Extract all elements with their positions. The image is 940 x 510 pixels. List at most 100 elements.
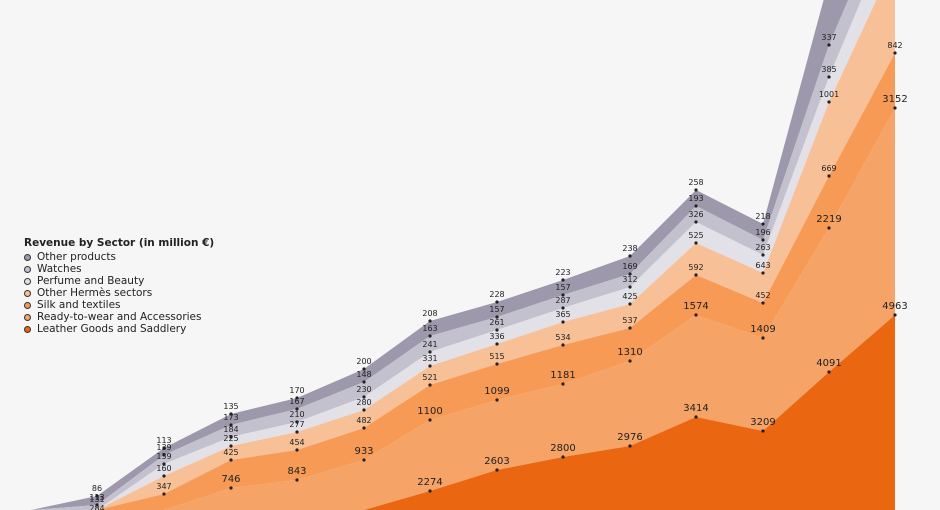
- legend-item: Other Hermès sectors: [24, 287, 214, 299]
- data-point: [628, 359, 632, 363]
- data-label: 284: [89, 504, 104, 510]
- data-point: [761, 336, 765, 340]
- data-label: 3152: [882, 94, 907, 105]
- data-point: [295, 407, 299, 411]
- data-point: [495, 468, 499, 472]
- data-point: [229, 423, 233, 427]
- data-label: 4963: [882, 301, 907, 312]
- data-label: 1181: [550, 370, 575, 381]
- areas: [31, 0, 895, 510]
- data-point: [362, 367, 366, 371]
- data-point: [761, 271, 765, 275]
- data-label: 4091: [816, 358, 841, 369]
- data-label: 2219: [816, 214, 841, 225]
- data-label: 261: [489, 318, 504, 327]
- data-point: [162, 446, 166, 450]
- data-label: 933: [354, 446, 373, 457]
- data-point: [95, 494, 99, 498]
- data-label: 3209: [750, 417, 775, 428]
- data-point: [827, 370, 831, 374]
- data-point: [495, 300, 499, 304]
- data-label: 157: [555, 283, 570, 292]
- data-point: [628, 326, 632, 330]
- data-point: [295, 396, 299, 400]
- data-point: [761, 429, 765, 433]
- data-point: [295, 430, 299, 434]
- data-label: 534: [555, 333, 570, 342]
- data-point: [362, 395, 366, 399]
- legend: Revenue by Sector (in million €) Other p…: [24, 237, 214, 335]
- legend-item: Perfume and Beauty: [24, 275, 214, 287]
- data-label: 200: [356, 357, 371, 366]
- legend-item: Ready-to-wear and Accessories: [24, 311, 214, 323]
- data-label: 287: [555, 296, 570, 305]
- data-point: [694, 188, 698, 192]
- data-point: [694, 415, 698, 419]
- legend-swatch: [24, 301, 31, 309]
- data-label: 331: [422, 354, 437, 363]
- data-point: [561, 382, 565, 386]
- data-label: 208: [422, 309, 437, 318]
- data-label: 263: [755, 243, 770, 252]
- legend-label: Other products: [37, 251, 117, 263]
- data-point: [561, 320, 565, 324]
- data-label: 843: [287, 466, 306, 477]
- data-point: [162, 453, 166, 457]
- data-label: 86: [92, 484, 102, 493]
- data-label: 196: [755, 228, 770, 237]
- data-point: [162, 474, 166, 478]
- data-label: 135: [223, 402, 238, 411]
- legend-label: Other Hermès sectors: [37, 287, 153, 299]
- data-label: 169: [622, 262, 637, 271]
- data-point: [628, 254, 632, 258]
- area-0: [31, 315, 895, 510]
- legend-swatch: [24, 253, 31, 261]
- data-label: 218: [755, 212, 770, 221]
- data-point: [229, 486, 233, 490]
- data-label: 280: [356, 398, 371, 407]
- data-point: [827, 43, 831, 47]
- data-label: 241: [422, 340, 437, 349]
- data-label: 425: [223, 448, 238, 457]
- data-label: 454: [289, 438, 304, 447]
- data-label: 746: [221, 474, 240, 485]
- data-label: 482: [356, 416, 371, 425]
- data-label: 515: [489, 352, 504, 361]
- legend-item: Watches: [24, 263, 214, 275]
- data-point: [428, 364, 432, 368]
- data-point: [428, 350, 432, 354]
- data-point: [761, 222, 765, 226]
- data-point: [694, 204, 698, 208]
- data-label: 3414: [683, 403, 708, 414]
- data-point: [561, 293, 565, 297]
- data-point: [362, 408, 366, 412]
- data-label: 2800: [550, 443, 575, 454]
- data-label: 238: [622, 244, 637, 253]
- data-label: 230: [356, 385, 371, 394]
- data-point: [761, 301, 765, 305]
- area-1: [31, 108, 895, 510]
- legend-item: Silk and textiles: [24, 299, 214, 311]
- data-label: 521: [422, 373, 437, 382]
- data-point: [893, 51, 897, 55]
- data-point: [95, 503, 99, 507]
- area-3: [31, 0, 895, 510]
- legend-label: Perfume and Beauty: [37, 275, 145, 287]
- data-point: [495, 328, 499, 332]
- data-label: 167: [289, 397, 304, 406]
- data-label: 525: [688, 231, 703, 240]
- data-label: 842: [887, 41, 902, 50]
- data-point: [295, 420, 299, 424]
- data-label: 537: [622, 316, 637, 325]
- legend-label: Silk and textiles: [37, 299, 121, 311]
- data-label: 2274: [417, 477, 442, 488]
- data-label: 113: [156, 436, 171, 445]
- data-labels: 2274 2603 2800 2976 3414 3209 4091 4963 746 843 93…: [89, 33, 907, 510]
- data-label: 1001: [819, 90, 839, 99]
- data-point: [561, 343, 565, 347]
- data-point: [561, 278, 565, 282]
- legend-swatch: [24, 325, 31, 333]
- data-point: [628, 272, 632, 276]
- data-point: [694, 241, 698, 245]
